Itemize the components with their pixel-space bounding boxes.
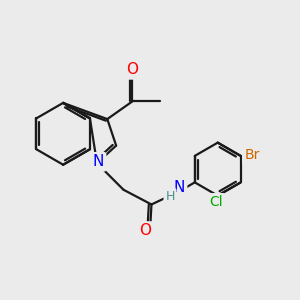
Text: O: O [126,62,138,77]
Text: H: H [165,190,175,203]
Text: Br: Br [244,148,260,162]
Text: O: O [139,224,151,238]
Text: N: N [174,180,185,195]
Text: Cl: Cl [209,195,223,209]
Text: N: N [93,154,104,169]
